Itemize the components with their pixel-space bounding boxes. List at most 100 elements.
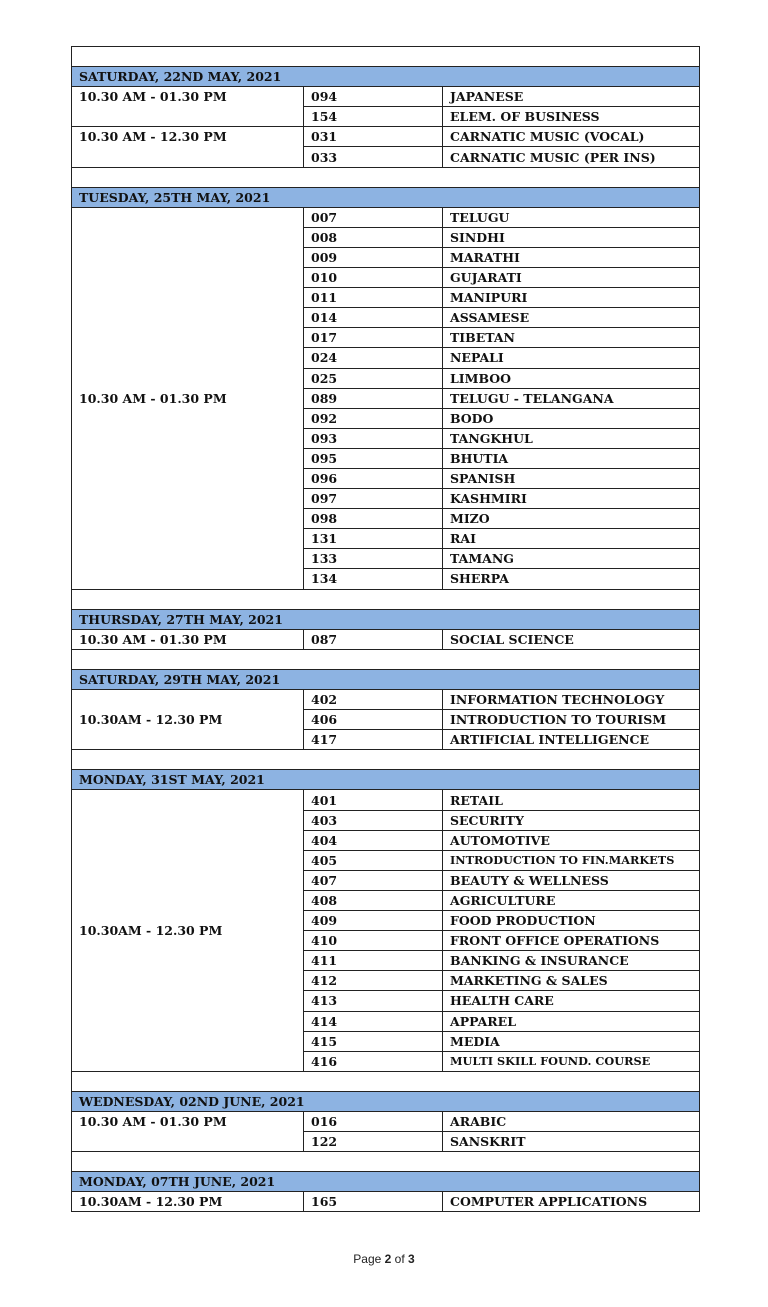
subject-code: 411 <box>303 950 443 972</box>
subject-row: 025 LIMBOO <box>72 367 701 389</box>
subject-code: 095 <box>303 447 443 469</box>
subject-name: ASSAMESE <box>441 307 701 329</box>
subject-code: 031 <box>303 126 443 148</box>
subject-name: CARNATIC MUSIC (PER INS) <box>441 146 701 168</box>
subject-code: 134 <box>303 568 443 590</box>
subject-code: 154 <box>303 106 443 128</box>
subject-code: 410 <box>303 930 443 952</box>
subject-code: 413 <box>303 990 443 1012</box>
subject-code: 404 <box>303 829 443 851</box>
subject-name: BHUTIA <box>441 447 701 469</box>
date-header-row: MONDAY, 31ST MAY, 2021 <box>70 769 701 791</box>
subject-row: 10.30 AM - 01.30 PM 016 ARABIC <box>71 1110 701 1153</box>
exam-date: MONDAY, 31ST MAY, 2021 <box>70 769 701 791</box>
subject-row: 408 AGRICULTURE <box>72 889 701 912</box>
exam-time: 10.30 AM - 12.30 PM <box>71 126 304 168</box>
date-header-row: SATURDAY, 22ND MAY, 2021 <box>70 66 701 88</box>
exam-time: 10.30 AM - 01.30 PM <box>71 1110 304 1153</box>
subject-code: 415 <box>303 1030 443 1052</box>
exam-date: TUESDAY, 25TH MAY, 2021 <box>70 186 701 208</box>
subject-code: 007 <box>303 206 443 228</box>
subject-row: 413 HEALTH CARE <box>72 990 701 1012</box>
subject-name: TANGKHUL <box>441 427 701 449</box>
blank-row <box>70 45 701 68</box>
subject-name: MARATHI <box>441 246 701 269</box>
page-total: 3 <box>408 1252 415 1266</box>
subject-code: 417 <box>303 729 443 751</box>
blank-row <box>70 648 701 670</box>
subject-row: 133 TAMANG <box>72 548 701 570</box>
subject-name: ARABIC <box>441 1110 701 1133</box>
subject-name: RAI <box>441 528 701 550</box>
date-header-row: MONDAY, 07TH JUNE, 2021 <box>70 1171 701 1193</box>
exam-date: SATURDAY, 29TH MAY, 2021 <box>70 668 701 691</box>
subject-code: 010 <box>303 267 443 289</box>
subject-name: BANKING & INSURANCE <box>441 950 701 972</box>
subject-name: SINDHI <box>441 226 701 248</box>
subject-code: 093 <box>303 427 443 449</box>
subject-name: FOOD PRODUCTION <box>441 910 701 932</box>
subject-name: SANSKRIT <box>441 1131 701 1153</box>
exam-time: 10.30AM - 12.30 PM <box>71 1191 304 1213</box>
exam-date: MONDAY, 07TH JUNE, 2021 <box>70 1171 701 1193</box>
subject-name: INTRODUCTION TO TOURISM <box>441 709 701 731</box>
subject-name: ELEM. OF BUSINESS <box>441 106 701 128</box>
subject-code: 096 <box>303 467 443 490</box>
exam-time: 10.30 AM - 01.30 PM <box>71 86 304 128</box>
subject-name: NEPALI <box>441 347 701 369</box>
subject-row: 10.30 AM - 01.30 PM 094 JAPANESE <box>71 86 701 128</box>
subject-name: GUJARATI <box>441 267 701 289</box>
subject-name: TELUGU <box>441 206 701 228</box>
blank-row <box>70 1151 701 1173</box>
subject-name: TELUGU - TELANGANA <box>441 387 701 409</box>
subject-row: 10.30AM - 12.30 PM 401 RETAIL <box>71 789 701 1072</box>
subject-name: MARKETING & SALES <box>441 970 701 992</box>
subject-name: MEDIA <box>441 1030 701 1052</box>
subject-code: 097 <box>303 488 443 510</box>
exam-date: THURSDAY, 27TH MAY, 2021 <box>70 608 701 630</box>
subject-code: 016 <box>303 1110 443 1133</box>
subject-row: 403 SECURITY <box>72 809 701 831</box>
subject-row: 10.30AM - 12.30 PM 402 INFORMATION TECHNOL… <box>71 688 701 751</box>
subject-name: TIBETAN <box>441 327 701 349</box>
subject-row: 10.30 AM - 01.30 PM 007 TELUGU <box>71 206 701 590</box>
subject-name: SOCIAL SCIENCE <box>441 628 701 650</box>
subject-code: 122 <box>303 1131 443 1153</box>
subject-row: 024 NEPALI <box>72 347 701 369</box>
subject-row: 417 ARTIFICIAL INTELLIGENCE <box>72 729 701 751</box>
subject-code: 008 <box>303 226 443 248</box>
subject-code: 089 <box>303 387 443 409</box>
subject-row: 014 ASSAMESE <box>72 307 701 329</box>
subject-row: 010 GUJARATI <box>72 267 701 289</box>
subject-code: 412 <box>303 970 443 992</box>
subject-name: JAPANESE <box>441 86 701 108</box>
subject-code: 405 <box>303 849 443 871</box>
subject-name: AGRICULTURE <box>441 889 701 912</box>
subject-row: 134 SHERPA <box>72 568 701 590</box>
subject-name: INFORMATION TECHNOLOGY <box>441 688 701 711</box>
blank-cell <box>70 45 701 68</box>
subject-row: 131 RAI <box>72 528 701 550</box>
subject-row: 409 FOOD PRODUCTION <box>72 910 701 932</box>
subject-name: KASHMIRI <box>441 488 701 510</box>
subject-row: 10.30 AM - 01.30 PM 087 SOCIAL SCIENCE <box>71 628 701 650</box>
subject-code: 401 <box>303 789 443 811</box>
blank-cell <box>70 1070 701 1092</box>
subject-code: 024 <box>303 347 443 369</box>
subject-name: MANIPURI <box>441 287 701 309</box>
subject-code: 409 <box>303 910 443 932</box>
subject-name: APPAREL <box>441 1010 701 1032</box>
subject-code: 414 <box>303 1010 443 1032</box>
blank-cell <box>70 749 701 771</box>
subject-name: COMPUTER APPLICATIONS <box>441 1191 701 1213</box>
subject-row: 410 FRONT OFFICE OPERATIONS <box>72 930 701 952</box>
exam-date: SATURDAY, 22ND MAY, 2021 <box>70 66 701 88</box>
blank-row <box>70 588 701 610</box>
subject-code: 033 <box>303 146 443 168</box>
subject-name: LIMBOO <box>441 367 701 389</box>
page-footer: Page 2 of 3 <box>0 1252 768 1266</box>
subject-name: SECURITY <box>441 809 701 831</box>
subject-name: BEAUTY & WELLNESS <box>441 869 701 891</box>
subject-name: SPANISH <box>441 467 701 490</box>
page-of: of <box>391 1252 409 1266</box>
